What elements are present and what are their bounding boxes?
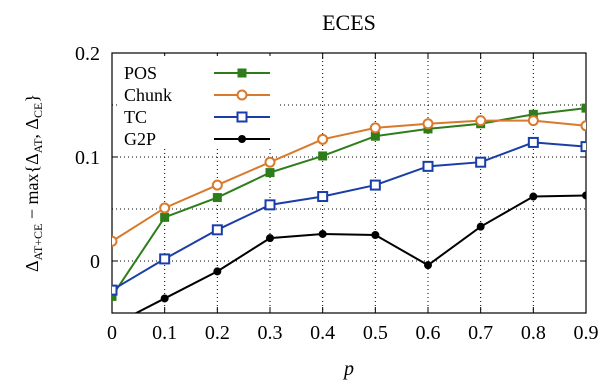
series-line-tc — [112, 141, 586, 291]
data-point-chunk — [422, 118, 434, 130]
y-label-max: − max{ — [22, 165, 42, 224]
legend-marker-tc — [236, 111, 248, 123]
series-line-chunk — [112, 119, 586, 243]
plot-frame — [111, 52, 587, 314]
series-g2p — [134, 191, 586, 313]
y-label-delta-1: Δ — [22, 260, 42, 272]
x-axis-label: p — [342, 358, 354, 380]
data-point-pos — [160, 212, 170, 222]
x-tick-label: 0.1 — [152, 322, 177, 344]
data-point-tc — [527, 136, 539, 148]
y-label-delta-2: Δ — [22, 153, 42, 165]
data-point-pos — [265, 168, 275, 178]
x-tick-label: 0.8 — [521, 322, 546, 344]
data-point-tc — [580, 141, 586, 153]
y-tick-label: 0 — [90, 251, 100, 273]
x-tick-label: 0.5 — [363, 322, 388, 344]
data-point-g2p — [266, 234, 274, 243]
legend-marker-pos — [237, 68, 247, 78]
x-tick-label: 0.3 — [258, 322, 283, 344]
y-label-comma: , — [22, 130, 42, 139]
legend-label-chunk: Chunk — [124, 85, 172, 105]
data-point-g2p — [476, 222, 485, 231]
data-point-g2p — [424, 261, 432, 270]
y-tick-label: 0.2 — [75, 43, 100, 65]
axes: 0 0.1 0.2 0.3 0.4 0.5 0.6 0.7 0.8 0.9 0 0.1 0.2 — [75, 43, 599, 344]
data-point-chunk — [317, 133, 329, 145]
data-point-chunk — [112, 235, 118, 247]
y-label-sub-at: AT — [31, 138, 45, 153]
x-tick-label: 0.9 — [574, 322, 599, 344]
data-point-tc — [211, 224, 223, 236]
data-point-pos — [370, 131, 380, 141]
data-point-pos — [112, 291, 117, 301]
data-point-chunk — [527, 115, 539, 127]
y-label-sub-ce: CE — [31, 103, 45, 118]
series-tc — [112, 136, 586, 296]
data-point-chunk — [159, 202, 171, 214]
data-point-tc — [317, 191, 329, 203]
x-tick-label: 0.6 — [416, 322, 441, 344]
data-point-chunk — [475, 115, 487, 127]
x-tick-label: 0 — [107, 322, 117, 344]
legend-label-tc: TC — [124, 107, 147, 127]
legend-label-pos: POS — [124, 63, 157, 83]
data-point-pos — [581, 103, 586, 113]
series-line-g2p — [134, 194, 586, 313]
data-point-tc — [264, 199, 276, 211]
y-label-brace: } — [22, 94, 42, 103]
data-point-g2p — [160, 294, 169, 303]
data-point-tc — [475, 156, 487, 168]
data-point-tc — [369, 179, 381, 191]
data-point-pos — [212, 193, 222, 203]
data-point-g2p — [213, 267, 222, 276]
legend-marker-chunk — [236, 89, 248, 101]
data-point-chunk — [211, 179, 223, 191]
data-point-chunk — [369, 122, 381, 134]
data-point-g2p — [582, 191, 586, 200]
series-layer — [112, 103, 586, 313]
series-chunk — [112, 115, 586, 247]
x-tick-label: 0.7 — [468, 322, 493, 344]
y-tick-label: 0.1 — [75, 147, 100, 169]
data-point-g2p — [318, 229, 327, 238]
x-tick-label: 0.4 — [310, 322, 335, 344]
data-point-g2p — [371, 231, 380, 239]
data-point-tc — [422, 160, 434, 172]
legend-background — [118, 56, 278, 148]
data-point-chunk — [580, 120, 586, 132]
y-axis-label: ΔAT+CE − max{ΔAT, ΔCE} — [22, 94, 45, 272]
legend-label-g2p: G2P — [124, 129, 156, 149]
y-label-delta-3: Δ — [22, 118, 42, 130]
data-point-tc — [112, 284, 118, 296]
data-point-pos — [318, 151, 328, 161]
y-label-sub-atce: AT+CE — [31, 224, 45, 261]
data-point-chunk — [264, 156, 276, 168]
data-point-g2p — [529, 192, 538, 201]
data-point-tc — [159, 253, 171, 265]
chart-title: ECES — [322, 10, 376, 35]
x-tick-label: 0.2 — [205, 322, 230, 344]
series-line-pos — [112, 107, 586, 297]
legend-marker-g2p — [238, 135, 246, 143]
